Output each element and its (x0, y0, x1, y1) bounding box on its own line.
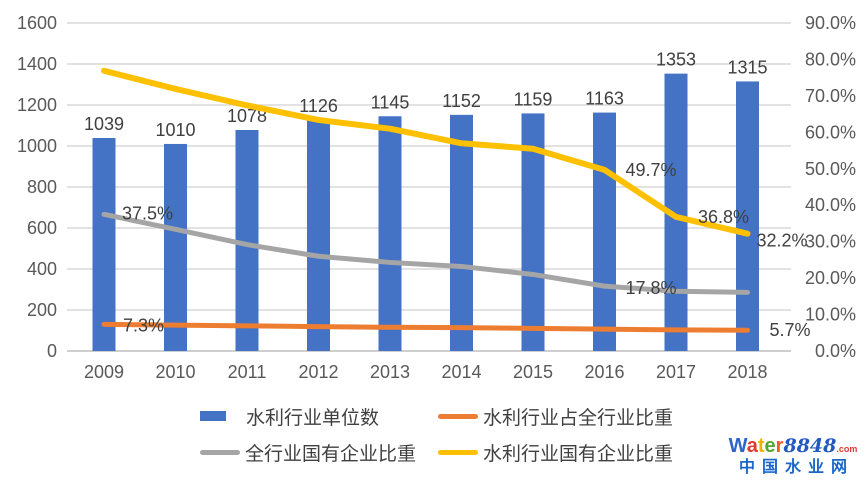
legend-label: 水利行业占全行业比重 (483, 407, 674, 429)
watermark-letter: W (728, 435, 747, 457)
x-axis-tick-label: 2016 (584, 362, 624, 382)
x-axis-tick-label: 2012 (298, 362, 338, 382)
bar (307, 120, 330, 351)
y-axis-tick-label: 1400 (17, 54, 57, 74)
point-data-label: 49.7% (626, 160, 677, 180)
x-axis-tick-label: 2018 (727, 362, 767, 382)
x-axis-tick-label: 2011 (228, 362, 267, 382)
y-axis-tick-label: 1600 (17, 13, 57, 33)
bar (521, 113, 545, 351)
x-axis-tick-label: 2015 (513, 362, 553, 382)
x-axis-tick-label: 2014 (441, 362, 481, 382)
watermark-logo: Water8848.com 中国水业网 (728, 436, 858, 476)
bar (593, 112, 616, 352)
y-axis-tick-label: 800 (27, 177, 57, 197)
bar (164, 143, 187, 351)
y-axis-tick-label: 600 (27, 218, 57, 238)
legend-label: 全行业国有企业比重 (245, 443, 417, 465)
watermark-letter: r (775, 435, 784, 457)
legend-swatch-line (438, 413, 478, 419)
point-data-label: 17.8% (626, 278, 677, 298)
watermark-dotcom: .com (836, 444, 858, 454)
bar-value-label: 1145 (371, 92, 410, 112)
legend-swatch-line (438, 449, 478, 455)
bar-value-label: 1353 (656, 50, 696, 70)
x-axis-tick-label: 2013 (370, 362, 410, 382)
y-axis-tick-label: 1200 (17, 95, 57, 115)
bar-value-label: 1010 (155, 120, 195, 140)
legend-item-bar-units: 水利行业单位数 (200, 404, 380, 429)
x-axis-tick-label: 2009 (84, 362, 124, 382)
bar (92, 138, 116, 351)
y2-axis-tick-label: 0.0% (815, 341, 856, 361)
y-axis-tick-label: 400 (27, 259, 57, 279)
y2-axis-tick-label: 50.0% (805, 159, 856, 179)
y2-axis-tick-label: 30.0% (805, 232, 856, 252)
line-series (101, 211, 750, 295)
bar-value-label: 1163 (585, 89, 624, 109)
point-data-label: 5.7% (770, 320, 811, 340)
bar-value-label: 1078 (227, 106, 267, 126)
line-series (101, 321, 750, 333)
watermark-letter: e (764, 435, 776, 457)
watermark-letter: a (746, 435, 758, 457)
bar (378, 116, 402, 352)
y2-axis-tick-label: 20.0% (805, 268, 856, 288)
y2-axis-tick-label: 80.0% (805, 49, 856, 69)
legend-swatch-bar (200, 411, 226, 421)
point-data-label: 37.5% (122, 203, 173, 223)
legend-label: 水利行业国有企业比重 (483, 443, 674, 465)
point-data-label: 32.2% (757, 231, 808, 251)
y2-axis-tick-label: 70.0% (805, 86, 856, 106)
y2-axis-tick-label: 90.0% (805, 13, 856, 33)
bar-value-label: 1159 (514, 89, 553, 109)
y2-axis-tick-label: 40.0% (805, 195, 856, 215)
watermark-brand-text: Water8848.com (728, 436, 858, 456)
bar (235, 130, 259, 351)
watermark-number: 8848 (783, 435, 837, 457)
x-axis-tick-label: 2017 (656, 362, 696, 382)
point-data-label: 36.8% (698, 207, 749, 227)
y-axis-tick-label: 200 (27, 300, 57, 320)
x-axis-tick-label: 2010 (155, 362, 195, 382)
legend-item-water-soe: 水利行业国有企业比重 (438, 440, 674, 465)
legend-item-all-industry-soe: 全行业国有企业比重 (200, 440, 417, 465)
y2-axis-tick-label: 60.0% (805, 122, 856, 142)
bar (736, 81, 759, 352)
bar-value-label: 1039 (84, 114, 124, 134)
bar (450, 114, 473, 351)
chart-canvas: 0 200 400 600 800 1000 1200 1400 1600 0.0% 10.0% 20… (17, 13, 856, 382)
legend-label: 水利行业单位数 (246, 407, 380, 429)
y-axis-tick-label: 0 (47, 341, 57, 361)
line-series (101, 67, 751, 237)
bar-value-label: 1126 (299, 96, 338, 116)
legend-swatch-line (200, 449, 240, 455)
bar (664, 73, 688, 351)
point-data-label: 7.3% (123, 315, 164, 335)
watermark-subtitle: 中国水业网 (738, 459, 854, 476)
bar-value-label: 1152 (442, 91, 481, 111)
bar-value-label: 1315 (727, 57, 767, 77)
watermark-letter: t (757, 435, 765, 457)
y2-axis-tick-label: 10.0% (805, 305, 856, 325)
y-axis-tick-label: 1000 (17, 136, 57, 156)
legend-item-industry-share: 水利行业占全行业比重 (438, 404, 674, 429)
